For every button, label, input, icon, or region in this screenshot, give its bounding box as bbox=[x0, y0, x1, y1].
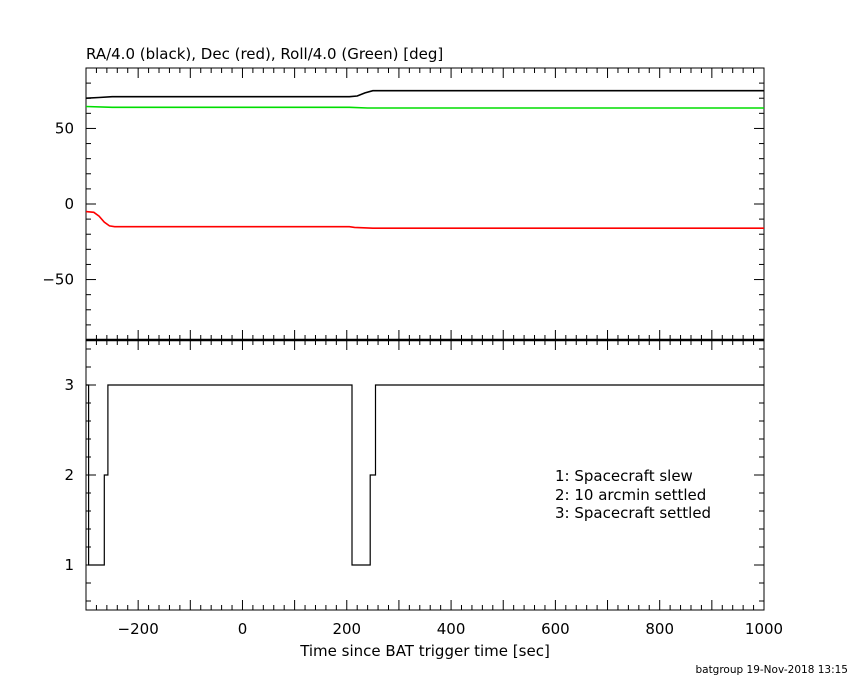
x-tick-label: 800 bbox=[645, 620, 674, 638]
bottom-series-group bbox=[86, 384, 764, 566]
top-y-tick-label: 50 bbox=[55, 119, 74, 137]
top-y-tick-label: 0 bbox=[64, 195, 74, 213]
top-y-ticks: 50 0 −50 bbox=[42, 119, 74, 288]
legend-entry-10-arcmin-settled: 2: 10 arcmin settled bbox=[555, 486, 706, 504]
top-chart-title: RA/4.0 (black), Dec (red), Roll/4.0 (Gre… bbox=[86, 45, 443, 63]
x-tick-label: 400 bbox=[437, 620, 466, 638]
top-y-tick-label: −50 bbox=[42, 271, 74, 289]
bottom-panel-mode: 3 2 1 −200 0 200 400 600 800 1000 1: Spacecraft … bbox=[64, 339, 784, 660]
x-tick-label: 1000 bbox=[745, 620, 783, 638]
bottom-y-ticks: 3 2 1 bbox=[64, 376, 74, 574]
series-ra-line bbox=[85, 89, 764, 99]
series-roll-line bbox=[85, 105, 764, 109]
series-mode-step-line bbox=[86, 384, 764, 566]
x-axis-label: Time since BAT trigger time [sec] bbox=[299, 642, 550, 660]
series-dec-line bbox=[85, 210, 764, 229]
bottom-x-ticks: −200 0 200 400 600 800 1000 bbox=[118, 620, 784, 638]
top-series-group bbox=[85, 89, 764, 229]
x-tick-label: 200 bbox=[332, 620, 361, 638]
x-tick-label: 600 bbox=[541, 620, 570, 638]
legend: 1: Spacecraft slew 2: 10 arcmin settled … bbox=[555, 467, 711, 522]
bottom-y-tick-label: 1 bbox=[64, 556, 74, 574]
legend-entry-settled: 3: Spacecraft settled bbox=[555, 504, 711, 522]
x-tick-label: 0 bbox=[238, 620, 248, 638]
footer-credit: batgroup 19-Nov-2018 13:15 bbox=[695, 664, 848, 676]
bottom-y-tick-label: 3 bbox=[64, 376, 74, 394]
legend-entry-slew: 1: Spacecraft slew bbox=[555, 467, 693, 485]
bottom-minor-ticks bbox=[85, 340, 765, 610]
bottom-y-tick-label: 2 bbox=[64, 466, 74, 484]
x-tick-label: −200 bbox=[118, 620, 159, 638]
top-panel-attitude: 50 0 −50 RA/4.0 (black), Dec (red), Roll/4… bbox=[42, 45, 765, 341]
